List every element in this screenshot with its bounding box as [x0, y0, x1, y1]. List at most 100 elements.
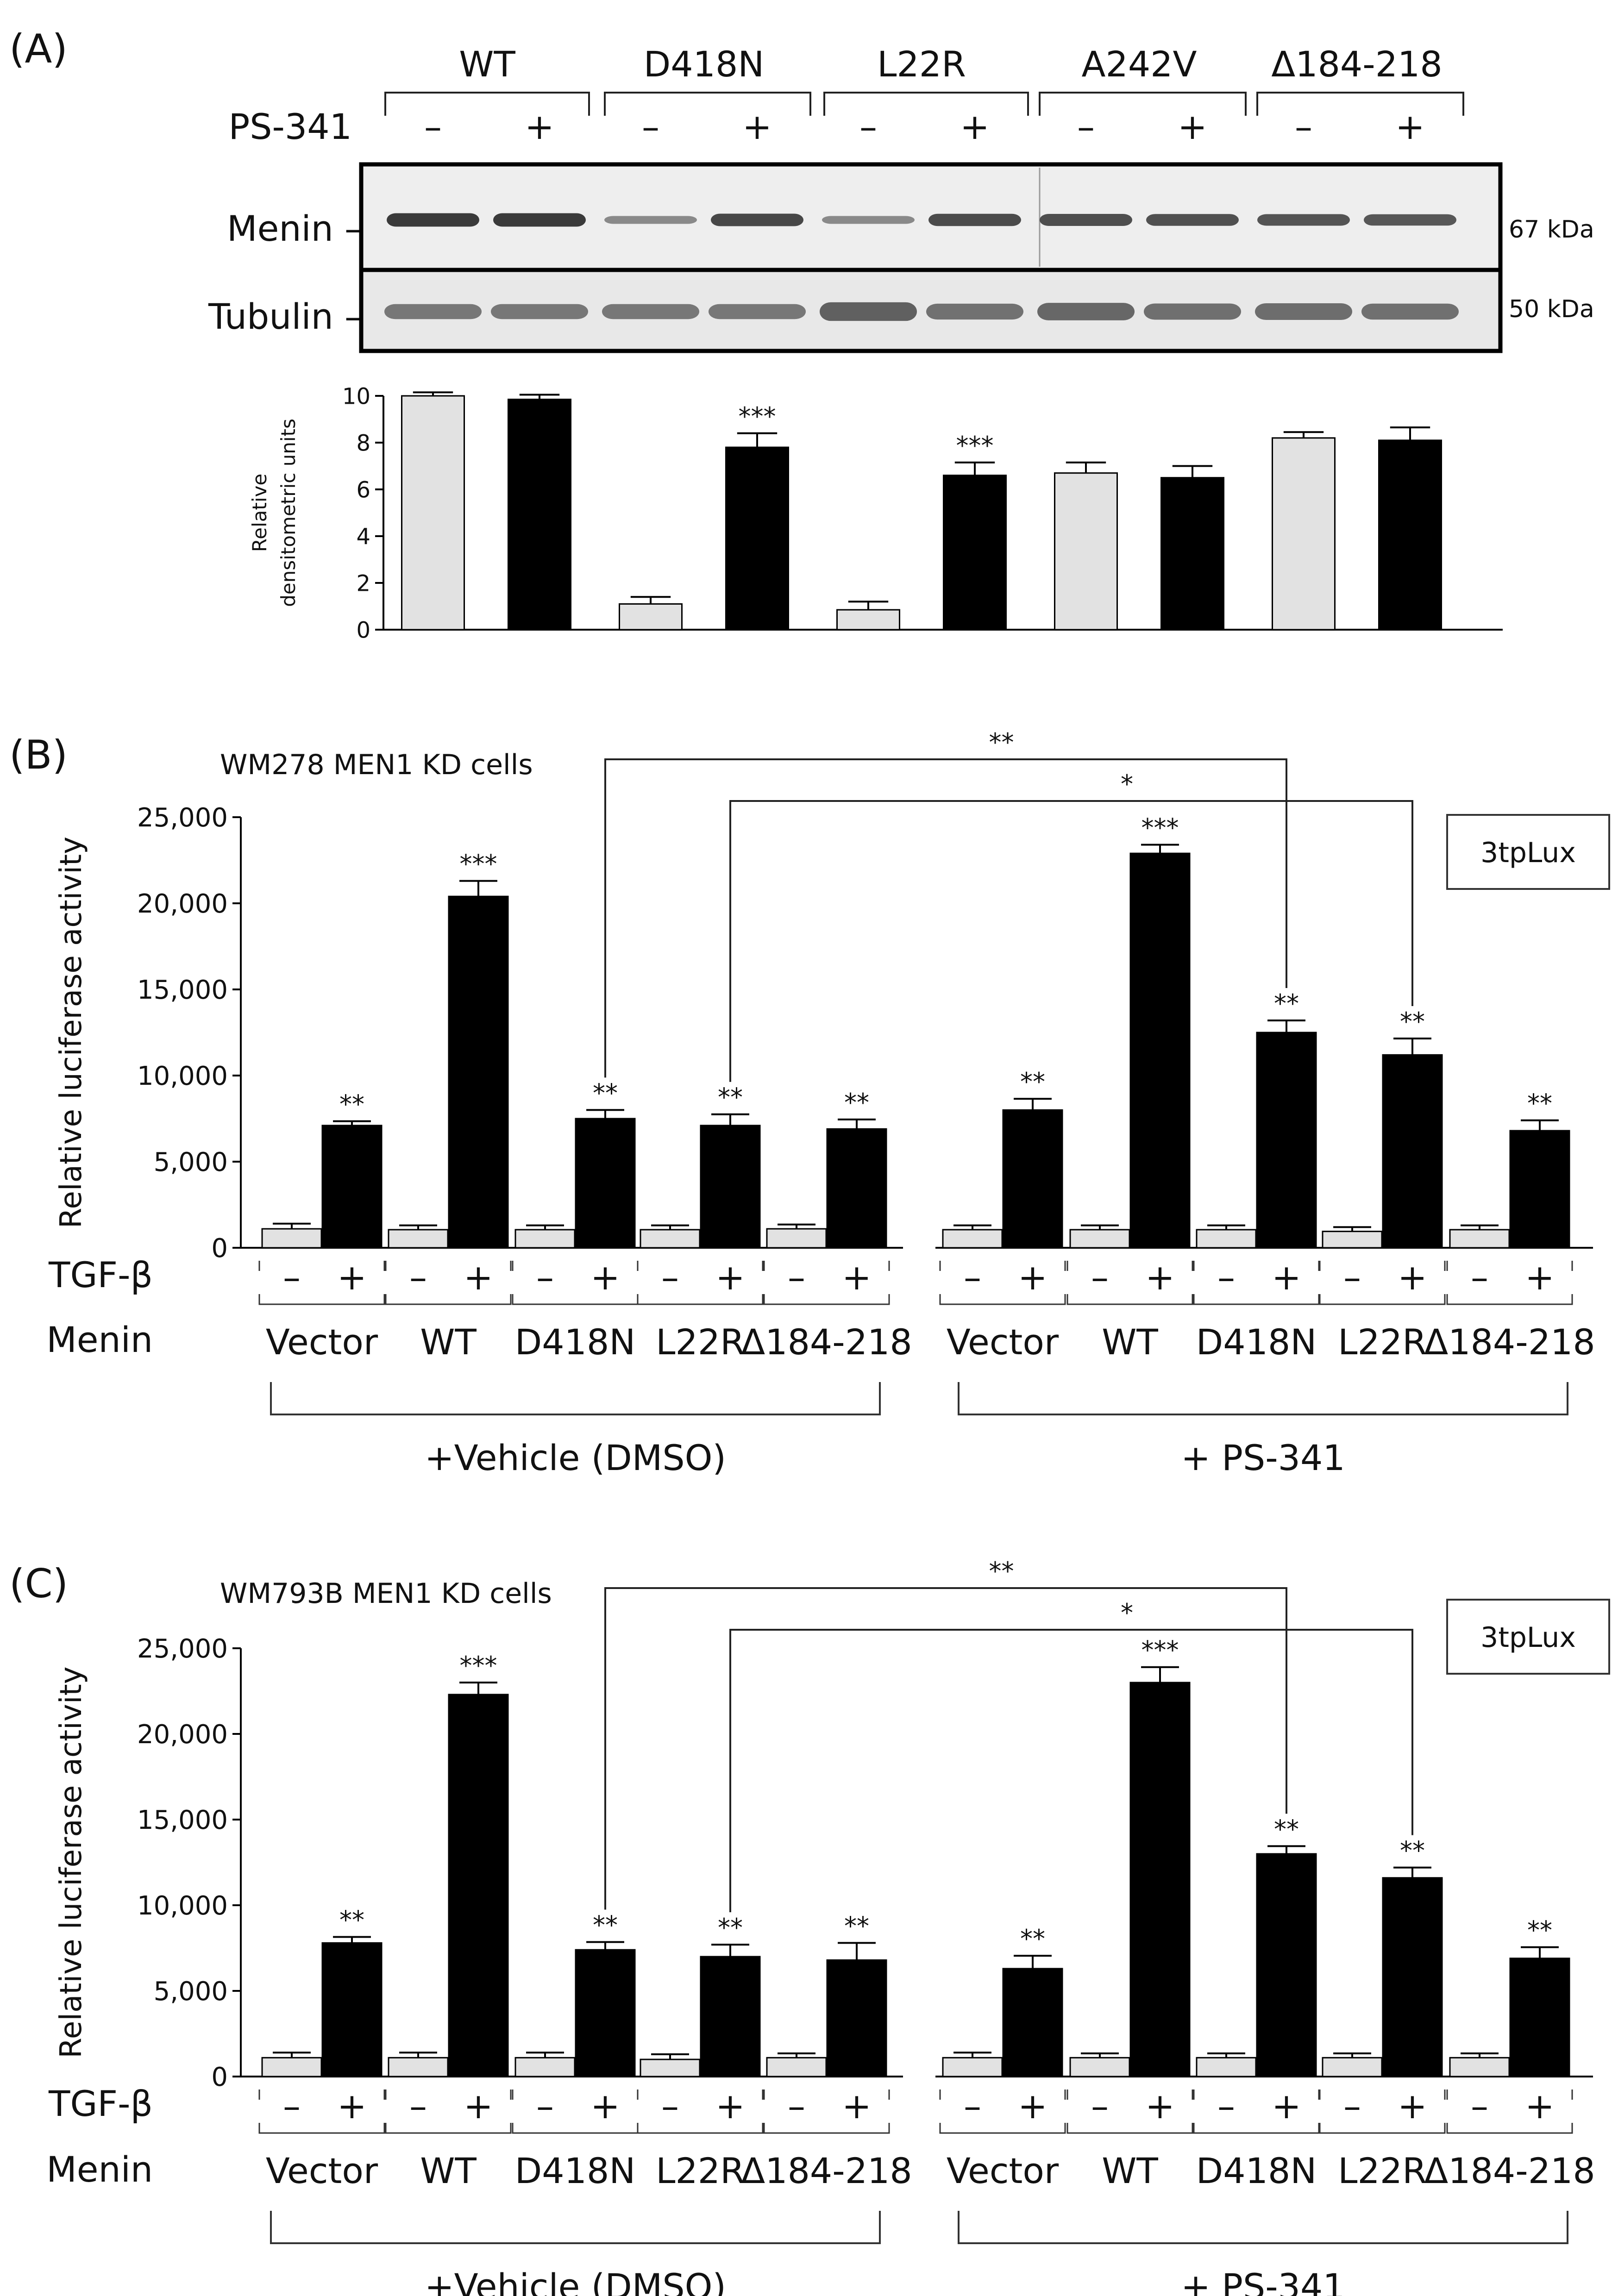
bar-wt-1	[401, 395, 465, 631]
panel-b-letter: (B)	[9, 732, 68, 778]
panel-c-tgf-label: TGF-β	[48, 2083, 153, 2124]
bar-d418n-16	[1256, 1853, 1317, 2077]
panel-a: (A) WT D418N L22R A242V Δ184-218 PS-341 …	[9, 26, 1594, 643]
tgf-pair-bracket-8	[1193, 2123, 1320, 2134]
significance-4: ***	[460, 850, 497, 879]
bar-d418n-4	[725, 446, 789, 631]
group-label-2: + PS-341	[1181, 2266, 1345, 2296]
tgf-sign-6: +	[590, 1257, 620, 1298]
tgf-sign-13: –	[1091, 2085, 1109, 2127]
group-label-1: +Vehicle (DMSO)	[425, 1437, 726, 1478]
comparison-bracket-1	[604, 1587, 1287, 1910]
tgf-pair-bracket-7	[1066, 1294, 1193, 1305]
bar-d418n-6	[575, 1949, 636, 2077]
group-bracket-1	[270, 2211, 881, 2244]
tgf-sign-5: –	[536, 2085, 554, 2127]
tgf-sign-20: +	[1525, 2085, 1555, 2127]
construct-label-l22r-9: L22R	[1338, 1321, 1427, 1363]
tubulin-band-lane-1	[384, 304, 482, 319]
ps341-sign-lane-4: +	[742, 106, 772, 147]
bar-l22r-18	[1382, 1877, 1443, 2077]
bar-l22r-5	[836, 609, 900, 631]
tubulin-band-lane-3	[602, 304, 699, 319]
panel-c-letter: (C)	[9, 1561, 68, 1607]
tgf-sign-15: –	[1217, 1257, 1235, 1298]
panel-b-cell-label: WM278 MEN1 KD cells	[220, 749, 533, 781]
panel-b: (B) WM278 MEN1 KD cells 3tpLux 0 5,000 10,…	[9, 728, 1610, 1478]
bar-l22r-6	[943, 475, 1007, 631]
tgf-sign-3: –	[409, 2085, 427, 2127]
significance-2: **	[339, 1090, 364, 1119]
bar-wt-2	[508, 399, 571, 631]
significance-14: ***	[1142, 813, 1179, 843]
y-tick-label-5-000: 5,000	[154, 1977, 228, 2007]
tgf-sign-7: –	[661, 1257, 679, 1298]
construct-label-vector-6: Vector	[947, 2150, 1059, 2191]
construct-label-l22r-4: L22R	[656, 2150, 745, 2191]
bar-d418n-3	[619, 603, 683, 631]
y-tick-label-5-000: 5,000	[154, 1147, 228, 1177]
y-tick-label-6: 6	[356, 477, 370, 503]
tgf-pair-bracket-6	[939, 2123, 1066, 2134]
tgf-pair-bracket-8	[1193, 1294, 1320, 1305]
ps341-sign-lane-5: –	[859, 106, 877, 147]
construct-label-wt: WT	[459, 44, 515, 85]
y-tick-label-4: 4	[356, 524, 370, 550]
bar-184-218-9	[1272, 437, 1336, 631]
construct-label-wt-2: WT	[420, 2150, 477, 2191]
bar-wt-13	[1069, 1229, 1130, 1249]
y-axis-label-line-1: Relative	[248, 474, 271, 552]
tgf-sign-18: +	[1398, 1257, 1427, 1298]
tgf-pair-bracket-10	[1446, 1294, 1573, 1305]
bar-184-218-9	[766, 1228, 827, 1249]
bracket-l22r	[823, 92, 1029, 116]
construct-label-wt-7: WT	[1102, 1321, 1158, 1363]
bar-d418n-5	[514, 2057, 576, 2077]
bar-l22r-17	[1322, 2057, 1383, 2077]
tgf-sign-11: –	[964, 1257, 981, 1298]
ps341-sign-lane-2: +	[525, 106, 554, 147]
group-bracket-2	[958, 1382, 1568, 1415]
bracket-a242v	[1039, 92, 1247, 116]
construct-label-d418n-8: D418N	[1196, 2150, 1317, 2191]
tubulin-band-lane-4	[709, 304, 806, 319]
bar-d418n-15	[1196, 2057, 1257, 2077]
comparison-label-2: *	[1121, 1598, 1133, 1627]
construct-label-delta184-218: Δ184-218	[1271, 44, 1443, 85]
construct-label-184-218-10: Δ184-218	[1424, 1321, 1595, 1363]
tgf-pair-bracket-6	[939, 1294, 1066, 1305]
tgf-sign-4: +	[464, 1257, 493, 1298]
tgf-sign-7: –	[661, 2085, 679, 2127]
bar-l22r-8	[700, 1125, 761, 1249]
tgf-sign-9: –	[788, 1257, 805, 1298]
bar-d418n-16	[1256, 1032, 1317, 1249]
chart-c: 0 5,000 10,000 15,000 20,000 25,000 Relative l…	[54, 1557, 1593, 2092]
significance-14: ***	[1142, 1636, 1179, 1665]
menin-band-lane-6	[928, 213, 1021, 226]
tgf-sign-1: –	[283, 1257, 301, 1298]
y-axis-label-line-2: densitometric units	[277, 419, 300, 607]
comparison-bracket-2	[729, 1629, 1413, 1913]
tgf-sign-13: –	[1091, 1257, 1109, 1298]
bar-wt-3	[388, 2057, 449, 2077]
significance-16: **	[1274, 989, 1299, 1018]
significance-18: **	[1400, 1007, 1425, 1036]
bar-d418n-5	[514, 1229, 576, 1249]
menin-band-lane-7	[1040, 214, 1132, 226]
bracket-wt	[384, 92, 590, 116]
menin-band-lane-1	[387, 213, 479, 227]
bar-vector-11	[942, 2057, 1003, 2077]
significance-4: ***	[739, 402, 776, 431]
y-tick-label-0: 0	[211, 1233, 228, 1264]
bar-wt-4	[448, 895, 509, 1249]
construct-label-wt-2: WT	[420, 1321, 477, 1363]
bar-vector-1	[261, 1228, 322, 1249]
chart-a: 0 2 4 6 8 10 Relative densitometric units *** ***	[248, 383, 1503, 643]
kda-label-tubulin: 50 kDa	[1509, 295, 1594, 323]
bar-vector-1	[261, 2057, 322, 2077]
tubulin-band-lane-2	[491, 304, 588, 319]
y-tick-label-2: 2	[356, 570, 370, 596]
tgf-pair-bracket-2	[385, 2123, 512, 2134]
comparison-label-1: **	[989, 1557, 1014, 1586]
construct-label-l22r: L22R	[877, 44, 966, 85]
